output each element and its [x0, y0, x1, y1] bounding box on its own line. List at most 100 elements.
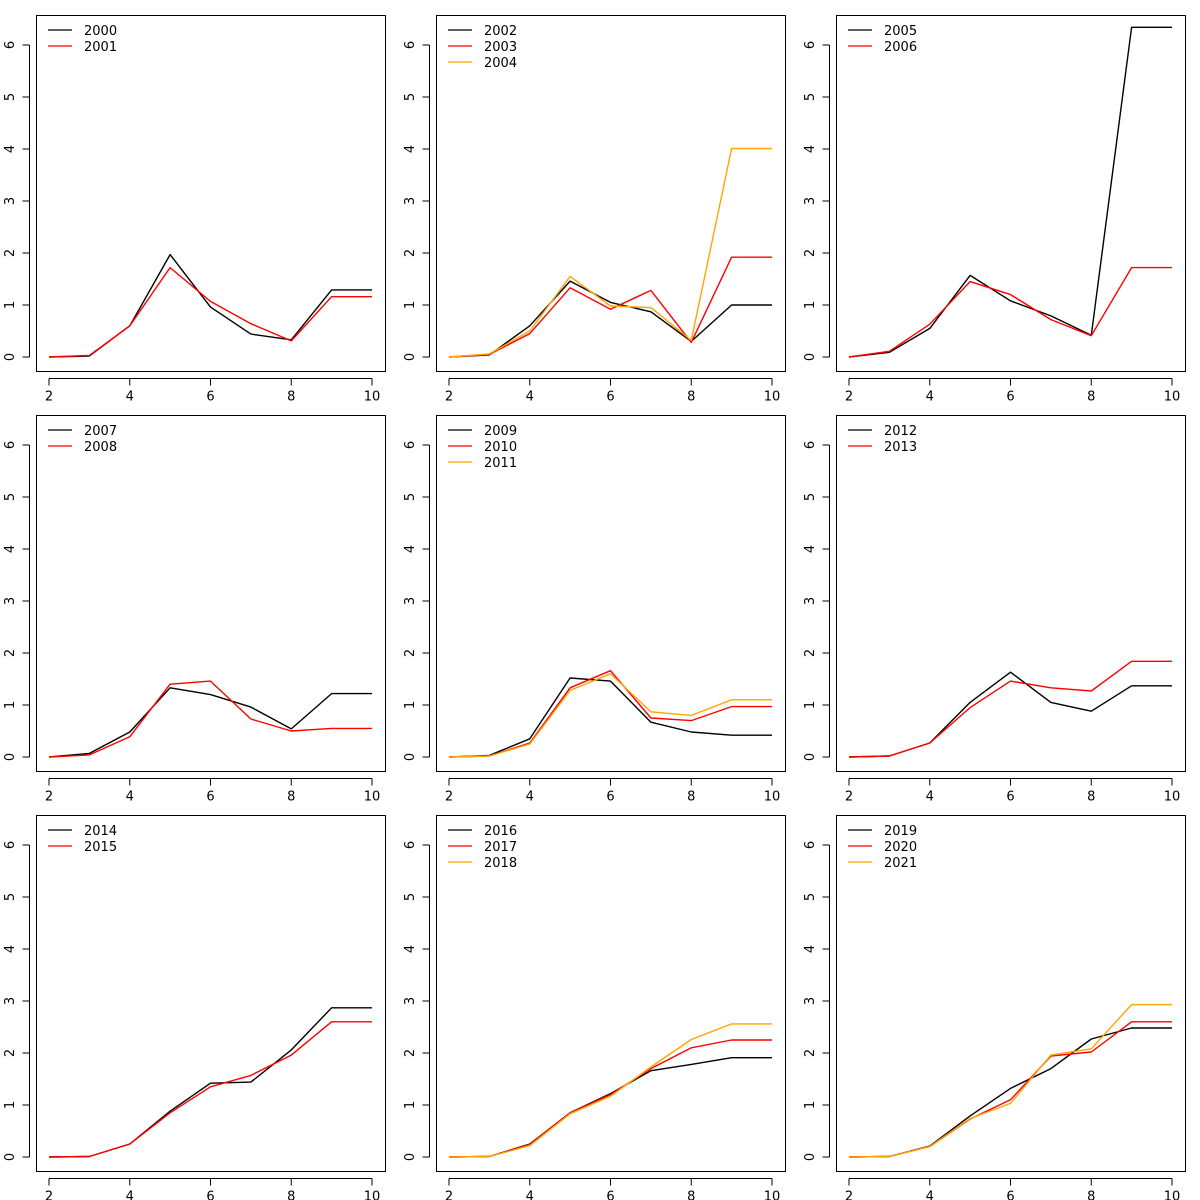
x-tick-label: 2 [845, 1190, 853, 1200]
x-tick-label: 10 [364, 390, 381, 405]
y-tick-label: 3 [403, 197, 418, 205]
y-tick-label: 2 [3, 249, 18, 257]
y-tick-label: 0 [403, 753, 418, 761]
y-tick-label: 6 [3, 441, 18, 449]
legend-label-2021: 2021 [884, 856, 917, 871]
y-tick-label: 2 [403, 249, 418, 257]
x-tick-label: 4 [526, 390, 534, 405]
y-tick-label: 6 [403, 441, 418, 449]
x-tick-label: 10 [764, 1190, 781, 1200]
plot-frame [436, 15, 786, 372]
y-tick-label: 5 [403, 93, 418, 101]
y-tick-label: 4 [403, 145, 418, 153]
plot-frame [36, 15, 386, 372]
y-tick-label: 0 [803, 1153, 818, 1161]
y-tick-label: 1 [803, 1101, 818, 1109]
series-line-2011 [448, 673, 772, 758]
legend-label-2013: 2013 [884, 440, 917, 455]
y-tick-label: 5 [403, 893, 418, 901]
legend-label-2007: 2007 [84, 424, 117, 439]
legend-label-2018: 2018 [484, 856, 517, 871]
y-tick-label: 3 [3, 597, 18, 605]
y-tick-label: 2 [3, 1049, 18, 1057]
y-tick-label: 6 [403, 841, 418, 849]
y-tick-label: 2 [403, 1049, 418, 1057]
legend-label-2010: 2010 [484, 440, 517, 455]
y-tick-label: 2 [803, 1049, 818, 1057]
legend-label-2001: 2001 [84, 40, 117, 55]
x-tick-label: 6 [1006, 1190, 1014, 1200]
x-tick-label: 6 [206, 390, 214, 405]
x-tick-label: 6 [606, 790, 614, 805]
y-tick-label: 6 [803, 441, 818, 449]
x-tick-label: 8 [287, 790, 295, 805]
y-tick-label: 3 [403, 997, 418, 1005]
y-tick-label: 0 [3, 753, 18, 761]
legend-label-2003: 2003 [484, 40, 517, 55]
y-tick-label: 3 [803, 597, 818, 605]
y-tick-label: 5 [3, 893, 18, 901]
series-line-2018 [448, 1023, 772, 1158]
y-tick-label: 0 [403, 353, 418, 361]
y-tick-label: 1 [3, 301, 18, 309]
y-tick-label: 3 [803, 197, 818, 205]
series-line-2014 [48, 1007, 372, 1158]
legend-label-2009: 2009 [484, 424, 517, 439]
x-tick-label: 6 [606, 1190, 614, 1200]
y-tick-label: 0 [3, 353, 18, 361]
y-tick-label: 5 [803, 93, 818, 101]
series-line-2015 [48, 1021, 372, 1158]
y-tick-label: 1 [403, 301, 418, 309]
y-tick-label: 2 [3, 649, 18, 657]
legend-label-2004: 2004 [484, 56, 517, 71]
x-tick-label: 6 [206, 1190, 214, 1200]
x-tick-label: 4 [126, 1190, 134, 1200]
y-tick-label: 4 [403, 945, 418, 953]
series-line-2001 [48, 266, 372, 358]
x-tick-label: 4 [526, 1190, 534, 1200]
x-tick-label: 8 [687, 1190, 695, 1200]
y-tick-label: 4 [3, 145, 18, 153]
x-tick-label: 4 [926, 1190, 934, 1200]
legend-label-2012: 2012 [884, 424, 917, 439]
series-line-2008 [48, 680, 372, 758]
legend-label-2008: 2008 [84, 440, 117, 455]
x-tick-label: 2 [45, 390, 53, 405]
series-line-2013 [848, 660, 1172, 758]
y-tick-label: 3 [803, 997, 818, 1005]
x-tick-label: 2 [845, 390, 853, 405]
x-tick-label: 4 [926, 790, 934, 805]
y-tick-label: 2 [803, 249, 818, 257]
series-line-2004 [448, 147, 772, 358]
legend-label-2015: 2015 [84, 840, 117, 855]
x-tick-label: 10 [1164, 390, 1181, 405]
series-line-2012 [848, 671, 1172, 758]
y-tick-label: 1 [403, 701, 418, 709]
x-tick-label: 4 [126, 390, 134, 405]
series-line-2019 [848, 1027, 1172, 1158]
legend-label-2002: 2002 [484, 24, 517, 39]
x-tick-label: 10 [1164, 790, 1181, 805]
y-tick-label: 6 [403, 41, 418, 49]
y-tick-label: 5 [3, 493, 18, 501]
y-tick-label: 1 [803, 701, 818, 709]
x-tick-label: 2 [45, 790, 53, 805]
x-tick-label: 2 [445, 790, 453, 805]
y-tick-label: 4 [3, 545, 18, 553]
plot-frame [436, 815, 786, 1172]
plot-frame [436, 415, 786, 772]
plot-frame [836, 815, 1186, 1172]
x-tick-label: 8 [287, 390, 295, 405]
y-tick-label: 4 [803, 545, 818, 553]
x-tick-label: 4 [926, 390, 934, 405]
plot-frame [836, 415, 1186, 772]
y-tick-label: 3 [3, 197, 18, 205]
y-tick-label: 1 [3, 701, 18, 709]
y-tick-label: 5 [3, 93, 18, 101]
plot-frame [36, 815, 386, 1172]
